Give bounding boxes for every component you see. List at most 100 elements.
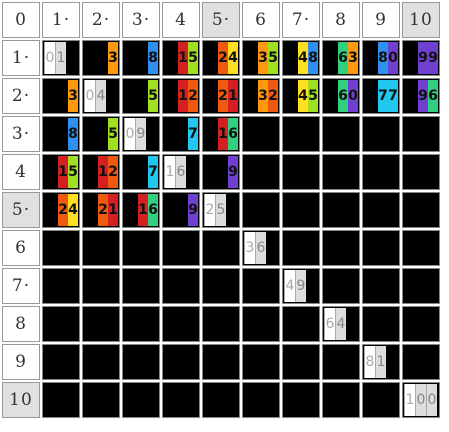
digit: 1: [55, 42, 66, 74]
row-header: 1·: [2, 40, 40, 76]
digit: 2: [218, 42, 228, 74]
row-header: 8: [2, 306, 40, 342]
grid-cell: [322, 192, 360, 228]
grid-cell: [402, 116, 440, 152]
digit: 0: [388, 42, 398, 74]
grid-cell: [282, 230, 320, 266]
grid-cell: 7: [162, 116, 200, 152]
grid-cell: [362, 230, 400, 266]
digit: 3: [348, 42, 358, 74]
grid-cell: [42, 382, 80, 418]
grid-cell: 7: [122, 154, 160, 190]
column-header: 7·: [282, 2, 320, 38]
row-header: 7·: [2, 268, 40, 304]
grid-cell: 8: [42, 116, 80, 152]
digit: 1: [178, 42, 188, 74]
grid-cell: [242, 192, 280, 228]
grid-cell: [402, 306, 440, 342]
grid-cell: [362, 116, 400, 152]
grid-cell: [322, 382, 360, 418]
digit: 6: [148, 194, 158, 226]
row-header: 10: [2, 382, 40, 418]
grid-cell: [202, 344, 240, 380]
digit: 0: [415, 384, 426, 416]
digit: 1: [98, 156, 108, 188]
digit: 0: [348, 80, 358, 112]
grid-cell: [202, 382, 240, 418]
digit: 1: [164, 156, 175, 188]
digit: 4: [228, 42, 238, 74]
digit: 8: [364, 346, 375, 378]
grid-cell: [162, 230, 200, 266]
grid-cell: [402, 268, 440, 304]
grid-cell: [402, 154, 440, 190]
grid-cell: [82, 230, 120, 266]
digit: 9: [135, 118, 146, 150]
grid-cell: [242, 116, 280, 152]
digit: 0: [84, 80, 95, 112]
digit: 5: [215, 194, 226, 226]
grid-cell: [322, 116, 360, 152]
digit: 2: [58, 194, 68, 226]
digit: 1: [404, 384, 415, 416]
digit: 7: [378, 80, 388, 112]
digit: 5: [68, 156, 78, 188]
digit: 6: [228, 118, 238, 150]
column-header: 1·: [42, 2, 80, 38]
digit: 9: [418, 42, 428, 74]
grid-cell: [122, 306, 160, 342]
column-header: 9: [362, 2, 400, 38]
grid-cell: [82, 306, 120, 342]
digit: 9: [418, 80, 428, 112]
digit: 1: [108, 194, 118, 226]
digit: 5: [148, 80, 158, 112]
digit: 2: [188, 80, 198, 112]
digit: 9: [295, 270, 306, 302]
grid-cell: [122, 382, 160, 418]
grid-cell: [42, 306, 80, 342]
grid-cell: [282, 192, 320, 228]
grid-cell: [42, 230, 80, 266]
row-header: 2·: [2, 78, 40, 114]
digit: 3: [108, 42, 118, 74]
digit: 5: [188, 42, 198, 74]
digit: 9: [188, 194, 198, 226]
grid-cell: [202, 306, 240, 342]
digit: 1: [228, 80, 238, 112]
grid-cell: 8: [122, 40, 160, 76]
grid-cell: [242, 154, 280, 190]
grid-cell: [162, 306, 200, 342]
digit: 4: [298, 80, 308, 112]
grid-cell: [242, 306, 280, 342]
digit: 7: [388, 80, 398, 112]
digit: 3: [258, 42, 268, 74]
column-header: 2·: [82, 2, 120, 38]
grid-cell: [122, 344, 160, 380]
row-header: 3·: [2, 116, 40, 152]
digit: 0: [426, 384, 437, 416]
digit: 1: [218, 118, 228, 150]
column-header: 10: [402, 2, 440, 38]
digit: 9: [428, 42, 438, 74]
digit: 4: [335, 308, 346, 340]
grid-cell: 3: [42, 78, 80, 114]
digit: 2: [204, 194, 215, 226]
corner-label: 0: [2, 2, 40, 38]
